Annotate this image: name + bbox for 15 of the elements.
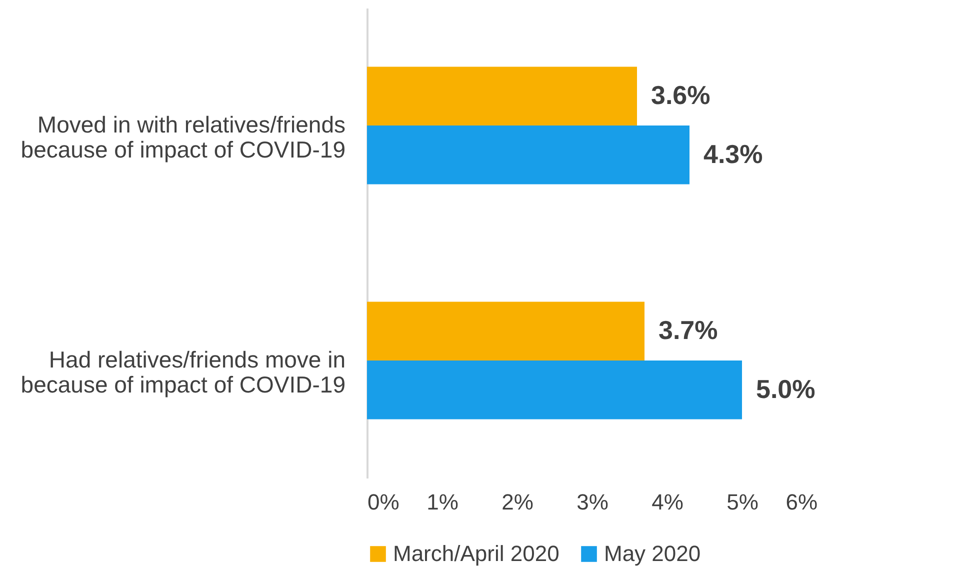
- legend-label: May 2020: [604, 541, 701, 566]
- legend-label: March/April 2020: [393, 541, 560, 566]
- x-tick-label: 2%: [502, 490, 534, 514]
- x-tick-label: 5%: [726, 490, 758, 514]
- x-tick-label: 4%: [652, 490, 684, 514]
- x-tick-label: 3%: [576, 490, 608, 514]
- y-tick-label: Had relatives/friends move in because of impact of COVID-19: [20, 346, 346, 398]
- x-tick-label: 6%: [786, 490, 818, 514]
- x-tick-label: 1%: [426, 490, 458, 514]
- data-label: 4.3%: [704, 138, 763, 169]
- data-label: 3.7%: [658, 315, 718, 346]
- y-tick-label: Moved in with relatives/friends because of impact of COVID-19: [20, 112, 346, 162]
- data-label: 5.0%: [756, 374, 816, 404]
- x-tick-label: 0%: [368, 490, 400, 514]
- data-label: 3.6%: [651, 80, 710, 110]
